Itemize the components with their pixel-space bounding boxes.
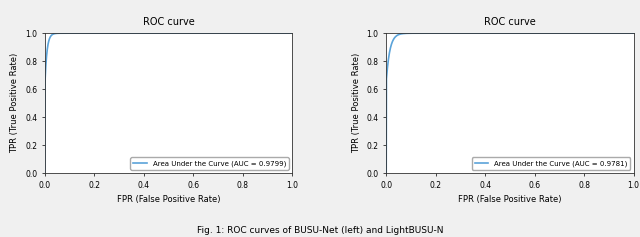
Area Under the Curve (AUC = 0.9799) [141,32,149,35]
Area Under the Curve (AUC = 0.9781) [552,32,560,35]
Area Under the Curve (AUC = 0.9799) [66,32,74,35]
Area Under the Curve (AUC = 0.9781) [575,32,583,35]
Area Under the Curve (AUC = 0.9799) [150,32,158,35]
Area Under the Curve (AUC = 0.9799) [211,32,219,35]
Area Under the Curve (AUC = 0.9781) [382,172,390,174]
Area Under the Curve (AUC = 0.9781) [511,32,519,35]
Y-axis label: TPR (True Positive Rate): TPR (True Positive Rate) [352,53,361,153]
Area Under the Curve (AUC = 0.9781) [408,32,415,35]
Area Under the Curve (AUC = 0.9781) [483,32,490,35]
Area Under the Curve (AUC = 0.9799) [41,172,49,174]
Text: Fig. 1: ROC curves of BUSU-Net (left) and LightBUSU-N: Fig. 1: ROC curves of BUSU-Net (left) an… [196,226,444,235]
Title: ROC curve: ROC curve [484,17,536,27]
Area Under the Curve (AUC = 0.9799) [116,32,124,35]
Y-axis label: TPR (True Positive Rate): TPR (True Positive Rate) [10,53,19,153]
Title: ROC curve: ROC curve [143,17,195,27]
Line: Area Under the Curve (AUC = 0.9799): Area Under the Curve (AUC = 0.9799) [45,33,292,173]
Area Under the Curve (AUC = 0.9799) [234,32,242,35]
X-axis label: FPR (False Positive Rate): FPR (False Positive Rate) [458,195,562,204]
Legend: Area Under the Curve (AUC = 0.9781): Area Under the Curve (AUC = 0.9781) [472,157,630,169]
Area Under the Curve (AUC = 0.9781) [630,32,637,35]
X-axis label: FPR (False Positive Rate): FPR (False Positive Rate) [116,195,220,204]
Legend: Area Under the Curve (AUC = 0.9799): Area Under the Curve (AUC = 0.9799) [131,157,289,169]
Area Under the Curve (AUC = 0.9799) [289,32,296,35]
Line: Area Under the Curve (AUC = 0.9781): Area Under the Curve (AUC = 0.9781) [386,33,634,173]
Area Under the Curve (AUC = 0.9781) [492,32,499,35]
Area Under the Curve (AUC = 0.9799) [239,32,246,35]
Area Under the Curve (AUC = 0.9781) [580,32,588,35]
